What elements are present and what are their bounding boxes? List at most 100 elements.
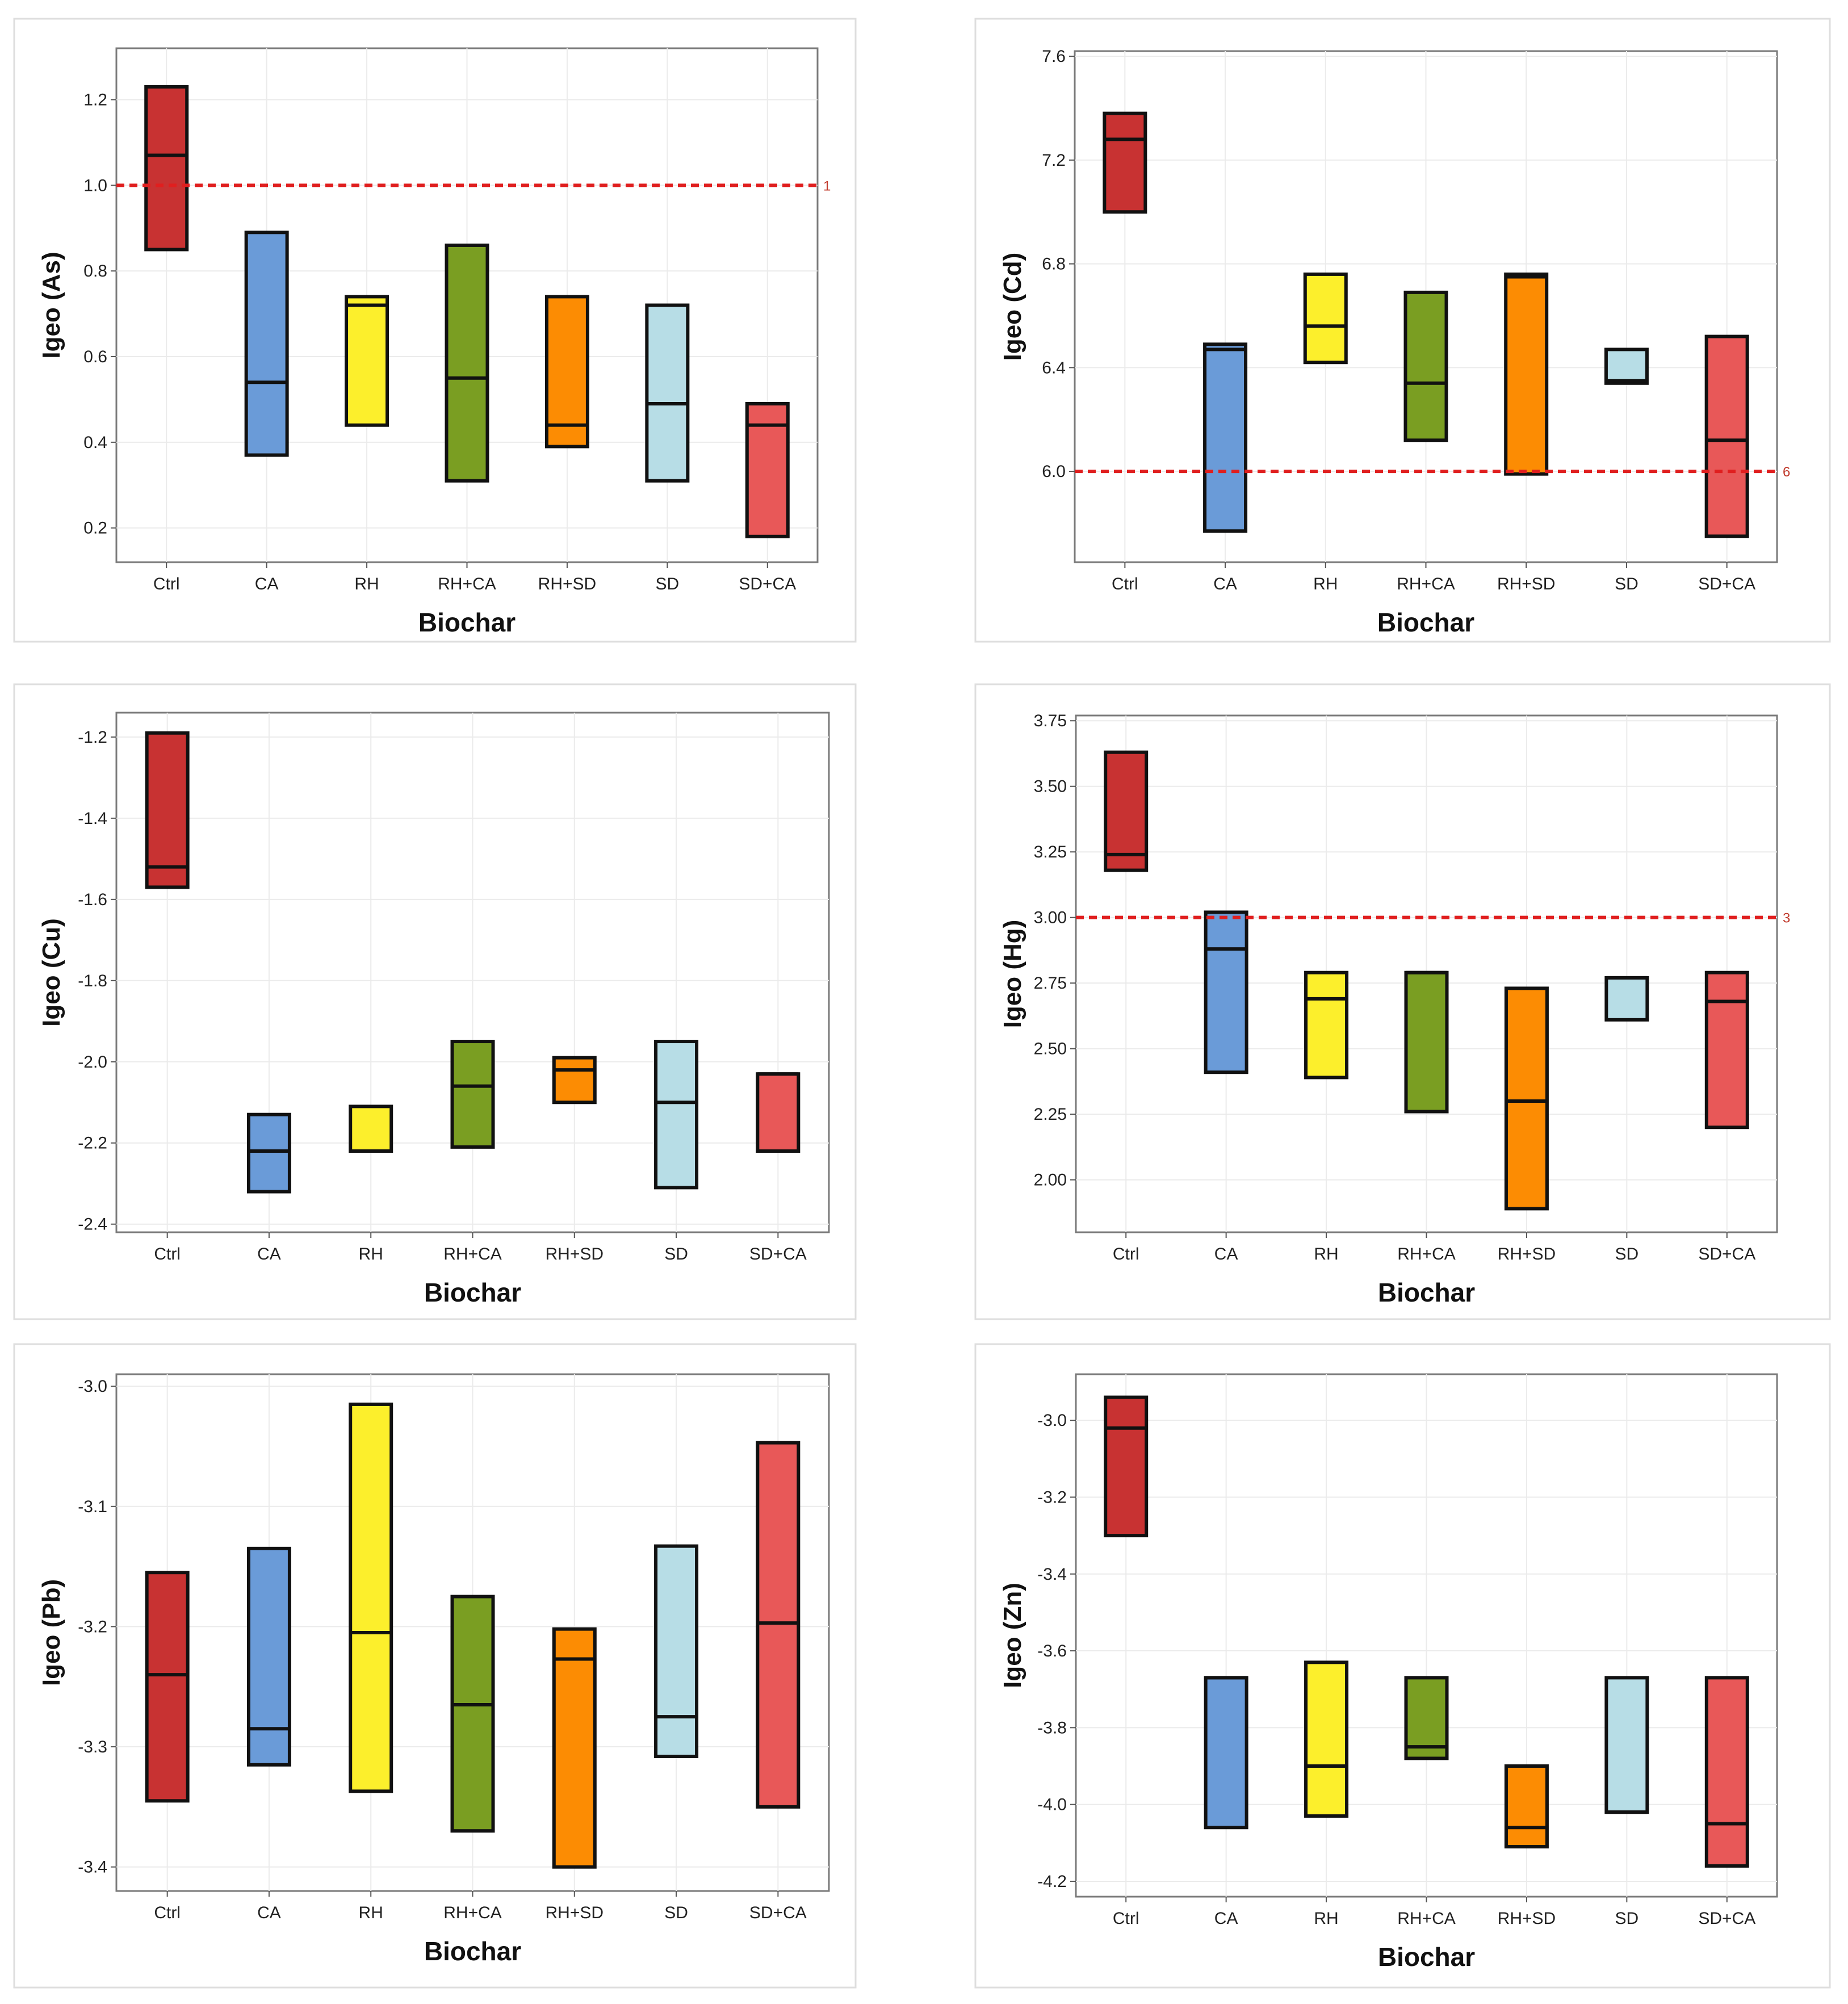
y-tick-label: 2.00 — [1034, 1171, 1067, 1190]
y-tick-label: 0.8 — [83, 262, 107, 281]
y-tick-label: 0.6 — [83, 348, 107, 366]
x-tick-label: SD — [1615, 1245, 1639, 1264]
chart-panel-3: -2.4 -2.2 -2.0 -1.8 -1.6 -1.4 -1.2 Ctrl CA RH RH+C… — [13, 683, 857, 1320]
y-tick-label: 3.50 — [1034, 777, 1067, 796]
box-sd-plus-ca — [1704, 970, 1749, 1129]
box-rh — [1303, 272, 1348, 365]
y-tick-label: -2.0 — [78, 1053, 107, 1072]
y-axis-title: Igeo (Pb) — [37, 1579, 65, 1686]
x-axis-title: Biochar — [424, 1278, 521, 1307]
y-tick-label: -2.4 — [78, 1215, 107, 1234]
x-tick-label: CA — [255, 575, 279, 593]
y-tick-label: -3.4 — [1037, 1565, 1067, 1584]
chart-panel-1: 0.2 0.4 0.6 0.8 1.0 1.2 Ctrl CA RH RH+CA RH+SD SD SD… — [13, 18, 857, 643]
box-rh-plus-sd — [1504, 986, 1549, 1211]
x-tick-label: RH+CA — [1397, 1245, 1456, 1264]
y-tick-label: -1.4 — [78, 809, 107, 828]
chart-panel-6: -4.2 -4.0 -3.8 -3.6 -3.4 -3.2 -3.0 Ctrl CA RH RH+C… — [974, 1343, 1831, 1989]
x-tick-label: RH+CA — [443, 1903, 502, 1922]
box-rh — [349, 1104, 393, 1153]
y-tick-label: 3.25 — [1034, 843, 1067, 861]
y-axis-title: Igeo (Hg) — [999, 920, 1026, 1028]
box-rh — [345, 295, 389, 427]
box-sd — [1604, 348, 1649, 385]
x-tick-label: RH+CA — [1397, 1909, 1456, 1928]
x-tick-label: CA — [1213, 575, 1237, 593]
box-ctrl — [144, 85, 189, 252]
y-tick-label: -3.3 — [78, 1738, 107, 1756]
x-tick-label: SD+CA — [1698, 1245, 1755, 1264]
box-ctrl — [1104, 1395, 1149, 1538]
box-rh-plus-ca — [1404, 970, 1449, 1114]
box-ctrl — [1104, 750, 1149, 872]
box-rh-plus-ca — [450, 1595, 495, 1833]
y-axis-title: Igeo (As) — [37, 252, 65, 358]
box-ctrl — [1103, 111, 1147, 214]
y-tick-label: 2.50 — [1034, 1040, 1067, 1059]
x-axis-title: Biochar — [418, 608, 516, 637]
x-tick-label: RH+SD — [1497, 575, 1556, 593]
x-tick-label: RH — [1314, 1909, 1338, 1928]
box-sd-plus-ca — [1704, 1676, 1749, 1868]
box-rh-plus-sd — [1504, 272, 1549, 476]
x-tick-label: RH — [1313, 575, 1338, 593]
box-sd — [654, 1544, 699, 1758]
x-tick-label: SD — [664, 1245, 688, 1264]
box-rh — [349, 1402, 393, 1793]
x-tick-label: RH+CA — [438, 575, 496, 593]
y-axis-title: Igeo (Zn) — [999, 1583, 1026, 1688]
x-tick-label: RH+CA — [443, 1245, 502, 1264]
reference-line-label: 1 — [823, 178, 831, 194]
box-sd — [1604, 976, 1649, 1022]
y-tick-label: 6.0 — [1042, 462, 1066, 481]
box-sd-plus-ca — [756, 1072, 801, 1153]
box-ca — [1204, 1676, 1248, 1830]
box-rh-plus-ca — [1404, 1676, 1449, 1760]
box-ca — [1204, 910, 1248, 1074]
x-tick-label: Ctrl — [1113, 1909, 1139, 1928]
y-tick-label: -3.1 — [78, 1497, 107, 1516]
y-tick-label: -3.0 — [1037, 1411, 1067, 1430]
chart-panel-4: 2.00 2.25 2.50 2.75 3.00 3.25 3.50 3.75 Ctrl CA RH… — [974, 683, 1831, 1320]
y-tick-label: 0.4 — [83, 433, 107, 452]
box-rh — [1304, 970, 1349, 1080]
x-tick-label: RH+CA — [1397, 575, 1455, 593]
reference-line-label: 3 — [1783, 911, 1790, 926]
y-tick-label: 7.2 — [1042, 151, 1066, 170]
x-tick-label: SD — [664, 1903, 688, 1922]
x-tick-label: RH+SD — [1498, 1909, 1556, 1928]
x-tick-label: Ctrl — [153, 575, 180, 593]
y-tick-label: 6.4 — [1042, 358, 1066, 377]
x-axis-title: Biochar — [1378, 1278, 1475, 1307]
box-rh-plus-ca — [445, 243, 489, 483]
x-tick-label: CA — [257, 1245, 281, 1264]
chart-panel-2: 6.0 6.4 6.8 7.2 7.6 Ctrl CA RH RH+CA RH+SD SD SD+CA… — [974, 18, 1831, 643]
x-tick-label: SD+CA — [749, 1245, 807, 1264]
x-tick-label: Ctrl — [154, 1903, 181, 1922]
box-rh-plus-ca — [450, 1040, 495, 1149]
box-sd — [654, 1040, 699, 1190]
x-tick-label: Ctrl — [154, 1245, 181, 1264]
box-sd — [1604, 1676, 1649, 1814]
y-tick-label: 3.00 — [1034, 909, 1067, 927]
box-sd-plus-ca — [756, 1441, 801, 1809]
x-tick-label: RH+SD — [1498, 1245, 1556, 1264]
chart-panel-5: -3.4 -3.3 -3.2 -3.1 -3.0 Ctrl CA RH RH+CA RH+SD SD… — [13, 1343, 857, 1989]
x-tick-label: SD — [1615, 1909, 1639, 1928]
x-tick-label: SD+CA — [749, 1903, 807, 1922]
y-axis-title: Igeo (Cu) — [37, 918, 65, 1027]
x-axis-title: Biochar — [1377, 608, 1474, 637]
box-rh-plus-sd — [1504, 1764, 1549, 1849]
x-axis-title: Biochar — [1378, 1942, 1475, 1972]
y-tick-label: 2.75 — [1034, 974, 1067, 993]
box-rh-plus-ca — [1403, 290, 1448, 442]
x-tick-label: SD+CA — [1698, 1909, 1755, 1928]
y-axis-title: Igeo (Cd) — [999, 253, 1026, 361]
x-tick-label: RH — [359, 1903, 383, 1922]
box-ca — [246, 1546, 291, 1767]
x-tick-label: CA — [257, 1903, 281, 1922]
y-tick-label: 1.0 — [83, 176, 107, 195]
box-rh-plus-sd — [552, 1627, 597, 1869]
box-sd — [645, 303, 690, 483]
